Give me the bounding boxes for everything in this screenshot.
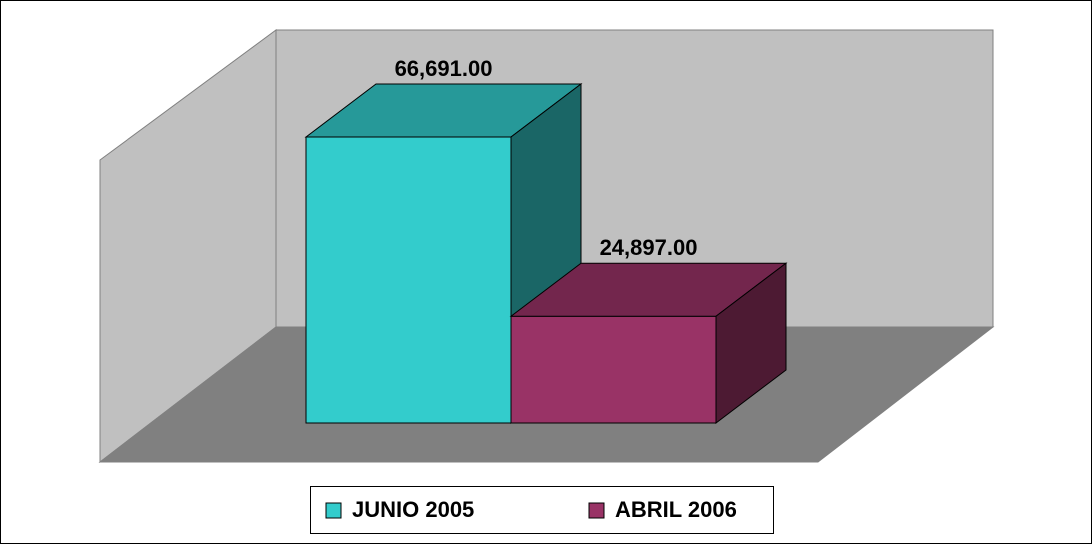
legend-label: ABRIL 2006 [615,497,737,522]
data-label: 66,691.00 [395,56,493,81]
legend-swatch [588,502,605,519]
bar-front [305,136,512,424]
bar-side [715,262,787,425]
data-label: 24,897.00 [600,235,698,260]
legend-label: JUNIO 2005 [352,497,474,522]
bar-front [510,315,717,424]
legend [310,486,774,534]
legend-swatch [325,502,342,519]
